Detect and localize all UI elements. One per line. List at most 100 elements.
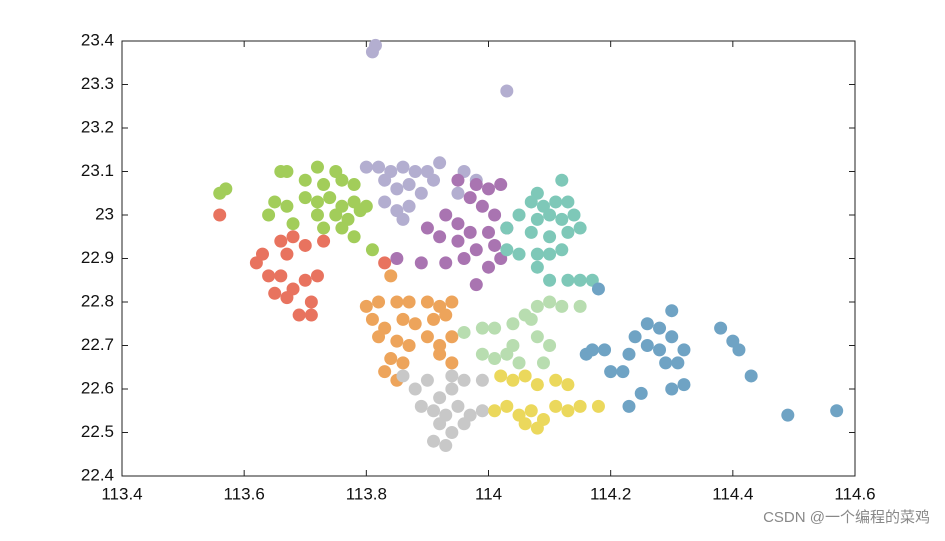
point — [555, 173, 569, 187]
point — [475, 321, 489, 335]
x-tick-label: 113.4 — [101, 484, 142, 503]
point — [451, 234, 465, 248]
point — [317, 234, 331, 248]
point — [396, 356, 410, 370]
point — [451, 173, 465, 187]
point — [396, 369, 410, 383]
point — [512, 208, 526, 222]
point — [408, 165, 422, 178]
point — [353, 204, 367, 218]
point — [433, 417, 447, 431]
point — [561, 195, 575, 209]
point — [567, 208, 581, 222]
y-tick-label: 22.7 — [81, 335, 114, 354]
point — [365, 312, 379, 326]
point — [390, 182, 404, 196]
point — [573, 399, 587, 413]
point — [427, 312, 441, 326]
point — [530, 299, 544, 313]
point — [543, 208, 557, 222]
point — [280, 199, 294, 213]
point — [445, 426, 459, 439]
y-tick-label: 22.6 — [81, 378, 114, 397]
point — [378, 256, 392, 270]
y-tick-label: 23 — [95, 204, 114, 223]
point — [433, 391, 447, 405]
point — [298, 238, 312, 252]
y-tick-label: 23.3 — [81, 74, 114, 93]
point — [280, 291, 294, 305]
point — [451, 217, 465, 231]
point — [530, 421, 544, 435]
point — [543, 273, 557, 287]
point — [372, 160, 386, 174]
point — [573, 221, 587, 235]
point — [280, 165, 294, 178]
point — [506, 339, 520, 352]
point — [543, 247, 557, 261]
point — [555, 243, 569, 257]
point — [482, 182, 495, 196]
point — [457, 325, 471, 339]
point — [659, 356, 673, 370]
point — [500, 221, 514, 235]
point — [488, 238, 502, 252]
point — [622, 399, 636, 413]
x-tick-label: 114.6 — [834, 484, 875, 503]
point — [561, 404, 575, 418]
point — [512, 247, 526, 261]
x-tick-label: 114.4 — [712, 484, 753, 503]
point — [744, 369, 758, 383]
point — [555, 212, 569, 226]
point — [488, 404, 502, 418]
point — [384, 269, 398, 283]
point — [634, 386, 648, 400]
point — [298, 191, 312, 205]
point — [457, 252, 471, 265]
point — [378, 365, 392, 379]
point — [530, 260, 544, 274]
point — [463, 191, 477, 205]
point — [530, 247, 544, 261]
point — [494, 178, 508, 192]
point — [268, 195, 282, 209]
point — [488, 321, 502, 335]
point — [494, 369, 508, 383]
point — [286, 217, 300, 231]
point — [555, 299, 569, 313]
point — [677, 343, 691, 357]
point — [249, 256, 263, 270]
y-tick-label: 23.1 — [81, 161, 114, 180]
point — [469, 243, 483, 257]
point — [335, 221, 349, 235]
point — [463, 225, 477, 239]
point — [445, 356, 459, 370]
point — [512, 356, 526, 370]
point — [604, 365, 618, 379]
point — [317, 221, 331, 235]
point — [414, 186, 428, 200]
y-tick-label: 23.2 — [81, 117, 114, 136]
point — [500, 84, 514, 98]
point — [384, 352, 398, 366]
point — [427, 434, 441, 448]
point — [573, 273, 587, 287]
point — [323, 191, 337, 205]
point — [414, 256, 428, 270]
point — [396, 212, 410, 226]
point — [304, 295, 318, 309]
point — [622, 347, 636, 361]
point — [213, 208, 227, 222]
watermark: CSDN @一个编程的菜鸡 — [763, 509, 930, 526]
point — [427, 404, 441, 418]
point — [372, 295, 386, 309]
point — [310, 160, 324, 174]
point — [640, 339, 654, 352]
point — [262, 208, 276, 222]
point — [640, 317, 654, 331]
point — [524, 404, 538, 418]
y-tick-label: 22.9 — [81, 248, 114, 267]
point — [280, 247, 294, 261]
point — [310, 269, 324, 283]
